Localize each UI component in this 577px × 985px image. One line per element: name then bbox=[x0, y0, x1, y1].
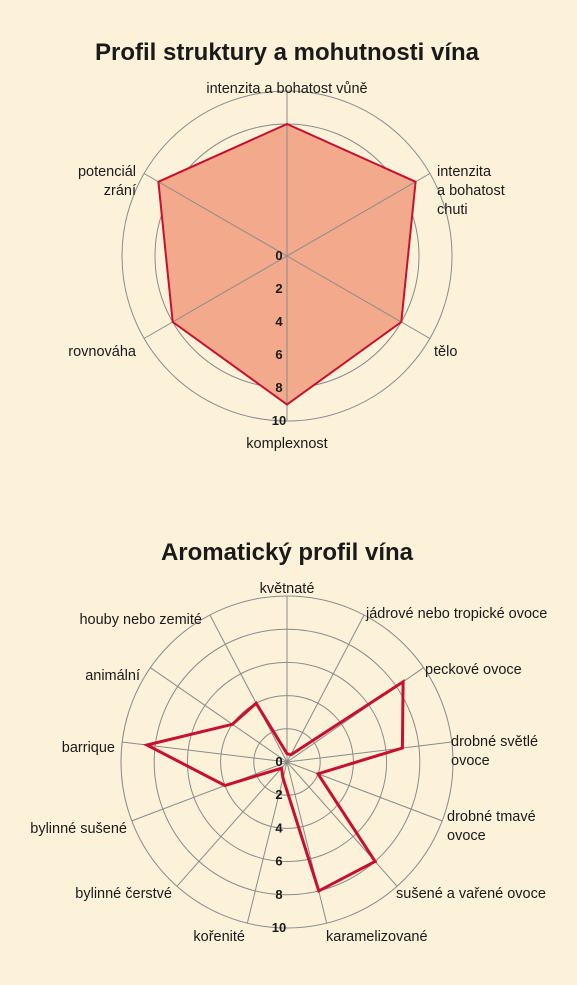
tick-label: 6 bbox=[275, 347, 282, 362]
axis-spoke bbox=[246, 761, 288, 924]
axis-label-bylinne-susene: bylinné sušené bbox=[30, 821, 127, 837]
axis-label-animalni: animální bbox=[85, 668, 140, 684]
axis-spoke bbox=[143, 255, 288, 339]
axis-label-barrique: barrique bbox=[62, 740, 115, 756]
tick-label: 0 bbox=[275, 754, 282, 769]
axis-spoke bbox=[286, 761, 398, 887]
axis-spoke bbox=[150, 667, 288, 763]
axis-label-susene-a-varene-ovoce: sušené a vařené ovoce bbox=[396, 886, 546, 902]
axis-label-houby-nebo-zemite: houby nebo zemité bbox=[79, 612, 202, 628]
axis-label-jadrove-nebo-tropicke-ovoce: jádrové nebo tropické ovoce bbox=[365, 606, 547, 622]
axis-label-intenzita-a-bohatost-chuti: intenzita a bohatost chuti bbox=[437, 164, 505, 218]
axis-spoke bbox=[286, 614, 365, 763]
tick-label: 8 bbox=[275, 380, 282, 395]
series-line bbox=[142, 679, 405, 894]
axis-spoke bbox=[286, 255, 431, 339]
axis-spoke bbox=[286, 741, 452, 763]
axis-spoke bbox=[286, 761, 328, 924]
axis-label-karamelizovane: karamelizované bbox=[326, 929, 428, 945]
tick-label: 10 bbox=[272, 920, 286, 935]
axis-spoke bbox=[143, 173, 288, 257]
axis-spoke bbox=[286, 761, 443, 822]
tick-label: 8 bbox=[275, 887, 282, 902]
axis-spoke bbox=[286, 173, 431, 257]
tick-label: 2 bbox=[275, 787, 282, 802]
tick-label: 4 bbox=[275, 820, 283, 835]
tick-label: 6 bbox=[275, 854, 282, 869]
axis-label-intenzita-a-bohatost-vune: intenzita a bohatost vůně bbox=[206, 81, 367, 97]
axis-spoke bbox=[209, 614, 288, 763]
axis-label-rovnovaha: rovnováha bbox=[68, 344, 137, 360]
axis-spoke bbox=[131, 761, 288, 822]
axis-label-drobne-tmave-ovoce: drobné tmavé ovoce bbox=[447, 809, 536, 844]
axis-label-korenite: kořenité bbox=[193, 929, 245, 945]
structure-radar-chart: Profil struktury a mohutnosti vína 0 2 4 6 8 1… bbox=[68, 39, 505, 452]
series-line bbox=[157, 122, 417, 406]
axis-label-drobne-svetle-ovoce: drobné světlé ovoce bbox=[451, 734, 538, 769]
axis-label-telo: tělo bbox=[434, 344, 457, 360]
axis-label-potencial-zrani: potenciál zrání bbox=[78, 164, 136, 199]
chart-title: Profil struktury a mohutnosti vína bbox=[95, 39, 480, 66]
tick-label: 0 bbox=[275, 248, 282, 263]
chart-title: Aromatický profil vína bbox=[161, 539, 414, 566]
axis-label-kvetnate: květnaté bbox=[260, 581, 315, 597]
axis-label-komplexnost: komplexnost bbox=[246, 436, 327, 452]
tick-label: 10 bbox=[272, 413, 286, 428]
tick-label: 2 bbox=[275, 281, 282, 296]
axis-spoke bbox=[176, 761, 288, 887]
tick-label: 4 bbox=[275, 314, 283, 329]
aroma-radar-chart: Aromatický profil vína 0 2 4 6 8 10 květnaté jád… bbox=[30, 539, 547, 945]
axis-label-peckove-ovoce: peckové ovoce bbox=[425, 662, 522, 678]
axis-label-bylinne-cerstve: bylinné čerstvé bbox=[75, 886, 172, 902]
